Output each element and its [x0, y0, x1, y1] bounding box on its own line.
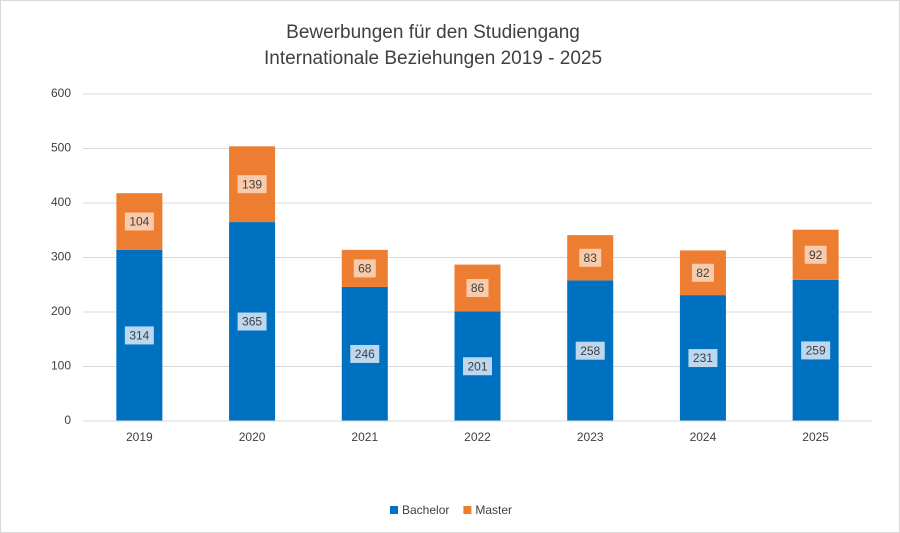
x-tick-label: 2019	[126, 430, 153, 444]
x-tick-label: 2022	[464, 430, 491, 444]
data-label: 231	[693, 351, 713, 365]
data-label: 365	[242, 315, 262, 329]
data-label: 86	[471, 281, 485, 295]
data-label: 104	[129, 215, 149, 229]
data-label: 314	[129, 329, 149, 343]
chart-subtitle: Internationale Beziehungen 2019 - 2025	[264, 48, 602, 69]
data-label-bg	[237, 175, 267, 194]
y-tick-label: 300	[51, 250, 71, 264]
x-tick-label: 2023	[577, 430, 604, 444]
data-label: 259	[806, 344, 826, 358]
data-label-bg	[350, 344, 380, 363]
chart-title: Bewerbungen für den Studiengang	[286, 22, 580, 43]
legend-swatch	[463, 506, 472, 514]
y-tick-label: 0	[64, 413, 71, 427]
y-tick-label: 100	[51, 359, 71, 373]
y-tick-label: 200	[51, 304, 71, 318]
data-label: 201	[467, 359, 487, 373]
data-label-bg	[124, 326, 154, 345]
data-label-bg	[804, 245, 827, 264]
data-label: 258	[580, 344, 600, 358]
x-tick-label: 2025	[802, 430, 829, 444]
data-label-bg	[237, 312, 267, 331]
data-label: 68	[358, 262, 372, 276]
y-tick-label: 500	[51, 141, 71, 155]
data-label-bg	[688, 349, 718, 368]
data-label: 92	[809, 248, 823, 262]
data-label-bg	[353, 259, 376, 278]
data-label-bg	[575, 341, 605, 360]
data-label-bg	[124, 212, 154, 231]
data-label: 246	[355, 347, 375, 361]
data-label-bg	[801, 341, 831, 360]
data-label: 82	[696, 266, 710, 280]
x-tick-label: 2021	[351, 430, 378, 444]
x-tick-label: 2024	[690, 430, 717, 444]
data-label-bg	[463, 357, 492, 376]
data-label: 139	[242, 177, 262, 191]
data-label-bg	[691, 263, 714, 282]
x-tick-label: 2020	[239, 430, 266, 444]
y-tick-label: 600	[51, 86, 71, 100]
legend-label: Bachelor	[402, 503, 449, 517]
data-label-bg	[579, 248, 602, 267]
legend-swatch	[390, 506, 398, 514]
data-label-bg	[466, 279, 489, 298]
data-label: 83	[584, 251, 598, 265]
y-tick-label: 400	[51, 195, 71, 209]
legend-label: Master	[475, 503, 512, 517]
